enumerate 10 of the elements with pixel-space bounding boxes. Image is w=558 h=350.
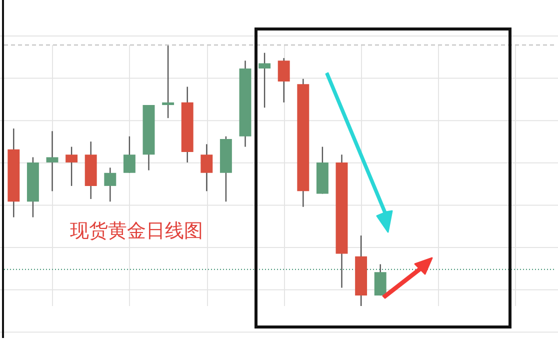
candlestick	[123, 136, 136, 174]
candlestick	[278, 57, 290, 104]
candlestick	[66, 146, 78, 187]
candlestick	[258, 52, 271, 108]
text: 现货黄金日线图	[70, 219, 203, 244]
candlestick	[46, 130, 58, 192]
candlestick	[104, 167, 116, 202]
candlestick	[162, 44, 174, 119]
candlestick	[374, 264, 386, 296]
candlestick	[200, 144, 213, 192]
